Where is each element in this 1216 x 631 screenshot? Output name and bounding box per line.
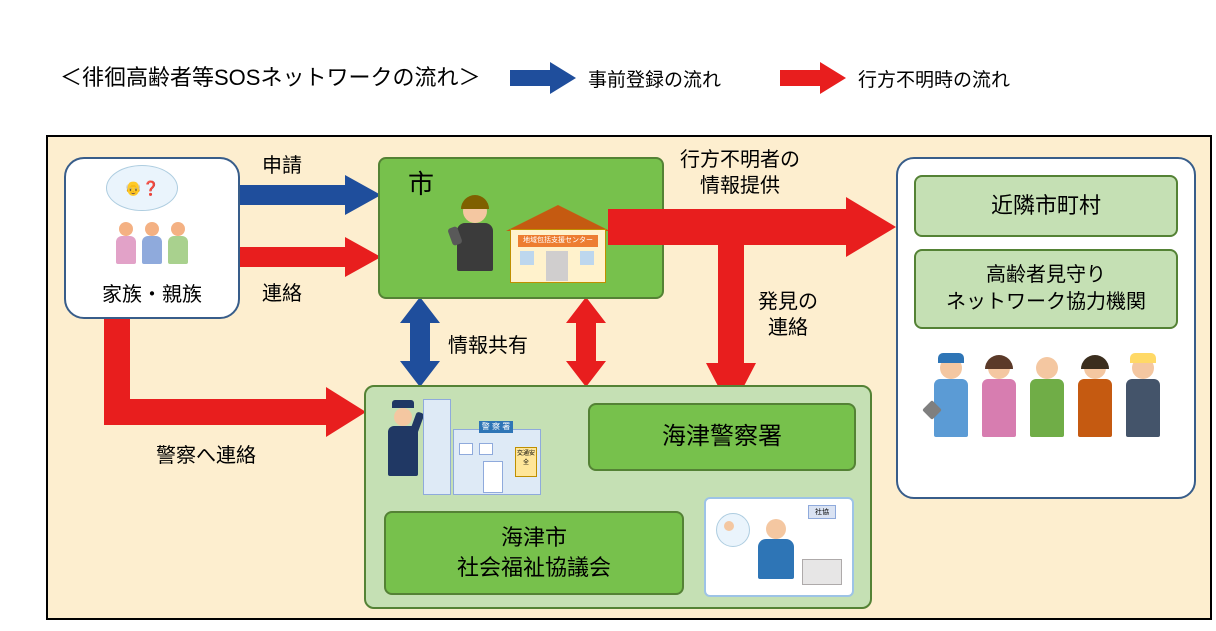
arrow-share-red-icon bbox=[564, 297, 608, 387]
network-label-l1: 高齢者見守り bbox=[986, 262, 1106, 289]
network-label-l2: ネットワーク協力機関 bbox=[946, 289, 1146, 316]
label-found-l1: 発見の bbox=[758, 291, 818, 313]
coop-people-icon bbox=[910, 347, 1184, 477]
welfare-label-l1: 海津市 bbox=[501, 523, 567, 553]
consult-icon: 社協 bbox=[704, 497, 854, 597]
police-panel: 交通安全 bbox=[515, 447, 537, 477]
label-missing-info-l2: 情報提供 bbox=[700, 175, 780, 197]
label-contact: 連絡 bbox=[262, 277, 302, 306]
welfare-label-l2: 社会福祉協議会 bbox=[457, 553, 611, 583]
label-found-l2: 連絡 bbox=[768, 317, 808, 339]
node-police: 海津警察署 bbox=[588, 403, 856, 471]
police-building-icon: 警 察 署 交通安全 bbox=[378, 395, 548, 499]
node-network: 高齢者見守り ネットワーク協力機関 bbox=[914, 249, 1178, 329]
legend-arrow-red-icon bbox=[780, 60, 848, 96]
family-label: 家族・親族 bbox=[102, 282, 202, 309]
label-found: 発見の 連絡 bbox=[758, 289, 818, 341]
city-building-sign: 地域包括支援センター bbox=[518, 235, 598, 247]
neighbor-label: 近隣市町村 bbox=[991, 191, 1101, 221]
diagram-canvas: ＜徘徊高齢者等SOSネットワークの流れ＞ 事前登録の流れ 行方不明時の流れ 申請… bbox=[20, 20, 1196, 611]
legend-missing-label: 行方不明時の流れ bbox=[858, 65, 1010, 92]
police-sign: 警 察 署 bbox=[479, 421, 513, 433]
label-to-police: 警察へ連絡 bbox=[156, 439, 256, 468]
node-welfare: 海津市 社会福祉協議会 bbox=[384, 511, 684, 595]
label-share: 情報共有 bbox=[448, 329, 528, 358]
arrow-apply-icon bbox=[233, 175, 383, 215]
label-missing-info-l1: 行方不明者の bbox=[680, 149, 800, 171]
main-frame: 申請 連絡 警察へ連絡 情報共有 👴❓ bbox=[46, 135, 1212, 620]
thought-bubble-icon: 👴❓ bbox=[106, 165, 178, 211]
police-label: 海津警察署 bbox=[662, 421, 782, 453]
node-neighbor: 近隣市町村 bbox=[914, 175, 1178, 237]
node-family: 👴❓ 家族・親族 bbox=[64, 157, 240, 319]
diagram-title: ＜徘徊高齢者等SOSネットワークの流れ＞ bbox=[60, 65, 480, 90]
label-apply: 申請 bbox=[262, 149, 302, 178]
arrow-contact-icon bbox=[233, 237, 383, 277]
city-building-icon: 地域包括支援センター bbox=[506, 205, 610, 285]
city-label: 市 bbox=[408, 167, 434, 202]
legend-arrow-blue-icon bbox=[510, 60, 578, 96]
legend-pre-label: 事前登録の流れ bbox=[588, 65, 721, 92]
legend-missing: 行方不明時の流れ bbox=[780, 60, 1010, 96]
label-missing-info: 行方不明者の 情報提供 bbox=[680, 147, 800, 199]
clerk-icon bbox=[450, 195, 500, 285]
arrow-share-blue-icon bbox=[398, 297, 442, 387]
arrow-to-police-icon bbox=[88, 307, 368, 447]
family-people-icon bbox=[113, 222, 191, 276]
legend-pre: 事前登録の流れ bbox=[510, 60, 721, 96]
